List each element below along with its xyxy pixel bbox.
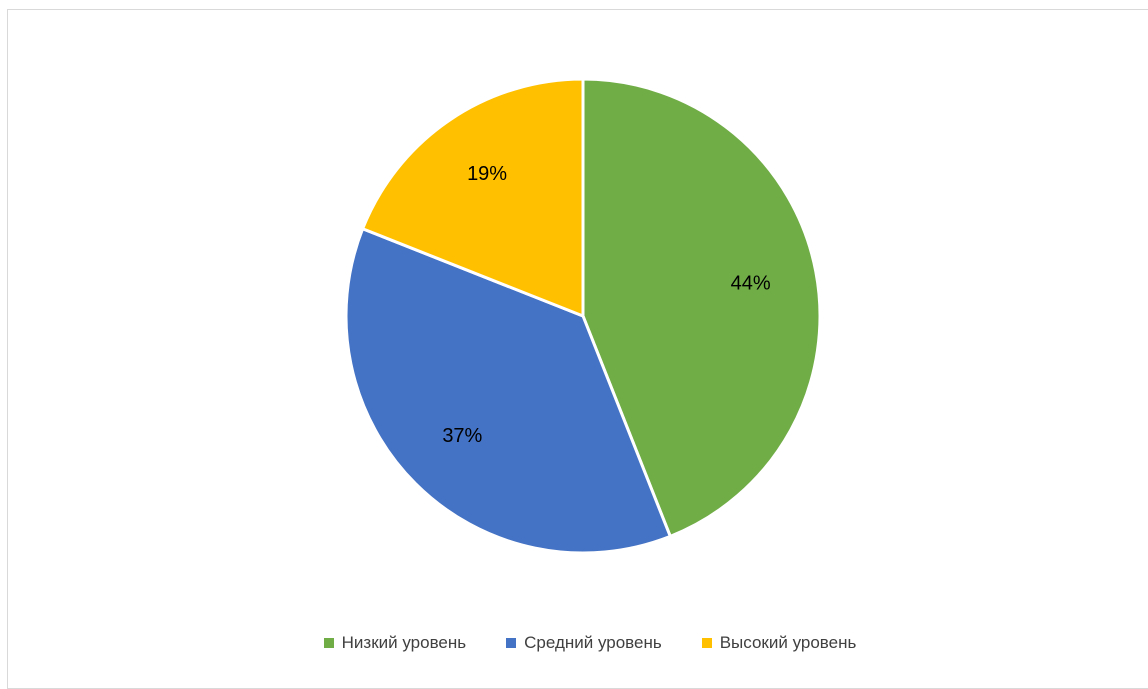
legend: Низкий уровень Средний уровень Высокий у…	[0, 633, 1148, 653]
legend-swatch-low	[323, 638, 334, 648]
legend-label-medium: Средний уровень	[524, 633, 662, 652]
pie-slice-low	[581, 77, 822, 538]
legend-item-high: Высокий уровень	[701, 633, 857, 653]
pie-slice-medium	[344, 227, 672, 555]
legend-label-high: Высокий уровень	[719, 633, 857, 652]
pie-slice-high	[361, 77, 585, 318]
legend-swatch-high	[701, 638, 712, 648]
legend-item-low: Низкий уровень	[323, 633, 467, 653]
legend-swatch-medium	[506, 638, 517, 648]
legend-item-medium: Средний уровень	[506, 633, 662, 653]
data-label-low: 44%	[731, 272, 771, 294]
legend-label-low: Низкий уровень	[341, 633, 467, 652]
data-label-medium: 37%	[442, 425, 482, 447]
data-label-high: 19%	[467, 163, 507, 185]
